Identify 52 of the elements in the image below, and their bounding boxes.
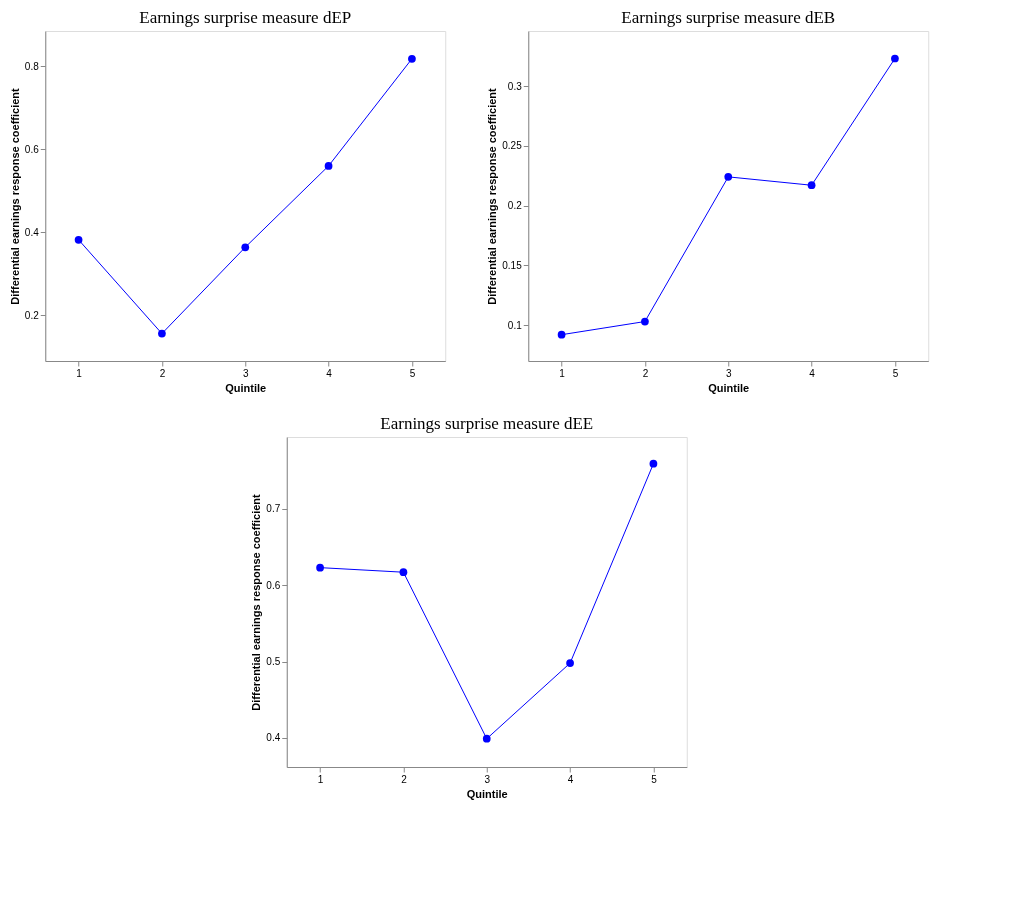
y-tick-label: 0.2 [24,309,40,321]
x-tick-label: 5 [651,773,658,785]
y-tick-label: 0.4 [266,732,281,744]
point [408,54,416,63]
point [807,181,816,190]
x-axis-title: Quintile [466,787,508,800]
x-axis-title: Quintile [708,381,750,394]
point [316,563,324,572]
y-tick-label: 0.2 [507,200,523,212]
y-tick-label: 0.6 [24,143,40,155]
x-tick-label: 2 [159,367,166,379]
x-tick-label: 3 [725,367,732,379]
x-tick-label: 5 [409,367,416,379]
point [324,162,333,170]
point [649,459,658,468]
point [74,235,83,244]
point [641,317,649,326]
y-tick-label: 0.1 [507,319,523,331]
x-tick-label: 4 [809,367,816,379]
x-tick-label: 1 [76,367,83,379]
x-tick-label: 2 [642,367,649,379]
y-tick-label: 0.6 [266,579,281,591]
point [557,330,566,339]
x-tick-label: 3 [484,773,491,785]
chart-title: Earnings surprise measure dEE [380,414,594,433]
x-tick-label: 1 [317,773,324,785]
point [241,243,250,252]
x-tick-label: 4 [326,367,333,379]
y-tick-label: 0.15 [502,259,523,271]
y-axis-title: Differential earnings response coefficient [8,87,21,305]
point [399,568,408,577]
y-tick-label: 0.25 [502,140,523,152]
point [158,329,166,338]
x-tick-label: 3 [242,367,249,379]
point [482,734,491,743]
y-tick-label: 0.4 [24,226,40,238]
y-tick-label: 0.5 [266,656,281,668]
point [891,54,899,63]
y-tick-label: 0.8 [24,60,40,72]
y-tick-label: 0.3 [507,80,523,92]
x-tick-label: 4 [567,773,574,785]
x-tick-label: 2 [401,773,408,785]
x-tick-label: 5 [892,367,899,379]
point [566,659,574,667]
point [724,173,733,181]
y-axis-title: Differential earnings response coefficient [486,87,499,305]
y-axis-title: Differential earnings response coefficient [250,493,263,711]
y-tick-label: 0.7 [266,503,281,515]
x-axis-title: Quintile [225,381,267,394]
x-tick-label: 1 [559,367,566,379]
chart-title: Earnings surprise measure dEB [621,8,836,27]
chart-title: Earnings surprise measure dEP [139,8,352,27]
